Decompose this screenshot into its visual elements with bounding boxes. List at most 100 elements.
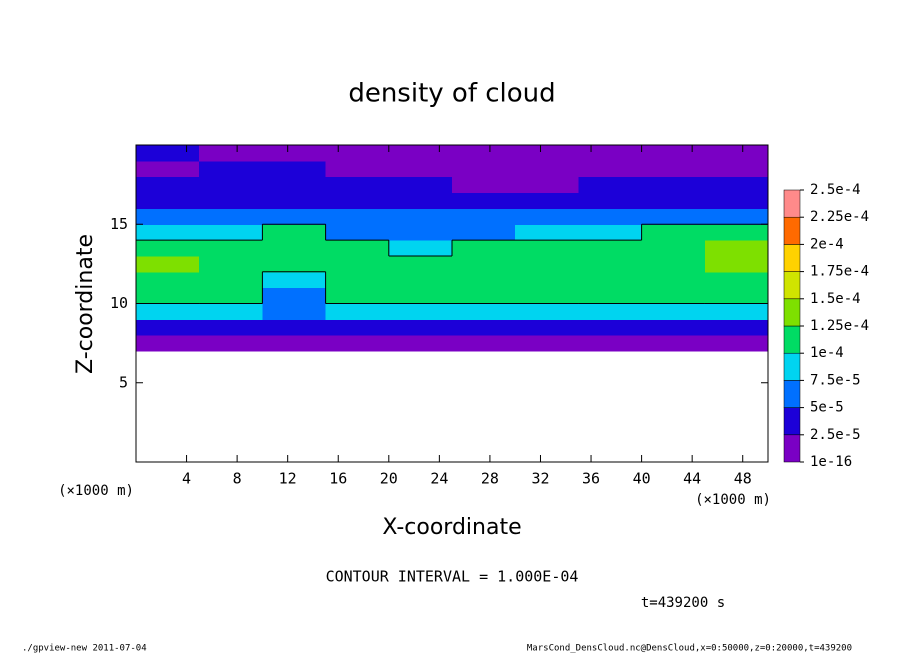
colorbar-label: 1.25e-4 — [810, 318, 869, 334]
heat-cell — [262, 271, 327, 289]
footer-left: ./gpview-new 2011-07-04 — [22, 644, 147, 654]
colorbar-label: 2e-4 — [810, 236, 844, 252]
heat-cell — [452, 303, 516, 320]
x-tick-label: 36 — [582, 470, 600, 488]
heat-cell — [325, 192, 390, 209]
heat-cell — [136, 271, 200, 289]
heat-cell — [641, 160, 706, 178]
heat-cell — [262, 335, 327, 352]
heat-cell — [262, 255, 327, 273]
heat-cell — [578, 271, 643, 289]
heat-cell — [199, 145, 263, 162]
heat-cell — [578, 192, 643, 209]
x-tick-label: 24 — [430, 470, 448, 488]
heat-cell — [388, 145, 453, 162]
heat-cell — [325, 145, 390, 162]
heat-cell — [704, 192, 769, 209]
heat-cell — [641, 335, 706, 352]
heat-cell — [136, 319, 200, 336]
heat-cell — [136, 287, 200, 304]
colorbar-band — [783, 352, 801, 381]
colorbar-band — [783, 189, 801, 218]
heat-cell — [199, 271, 263, 289]
heat-cell — [515, 192, 579, 209]
heat-cell — [262, 287, 327, 304]
x-tick-label: 40 — [633, 470, 651, 488]
colorbar-band — [783, 271, 801, 300]
heat-cell — [325, 335, 390, 352]
x-unit-right: (×1000 m) — [695, 492, 771, 508]
heat-cell — [325, 240, 390, 257]
colorbar-label: 1e-16 — [810, 454, 852, 470]
heat-cell — [199, 319, 263, 336]
heat-cell — [578, 145, 643, 162]
heat-cell — [388, 160, 453, 178]
x-tick-label: 44 — [683, 470, 701, 488]
heat-cell — [641, 271, 706, 289]
heat-cell — [515, 271, 579, 289]
heat-cell — [325, 255, 390, 273]
heat-cell — [388, 208, 453, 225]
y-axis-label: Z-coordinate — [73, 234, 98, 374]
x-tick-label: 48 — [734, 470, 752, 488]
heat-cell — [641, 240, 706, 257]
heat-cell — [452, 271, 516, 289]
heat-cell — [641, 176, 706, 194]
heat-cell — [578, 255, 643, 273]
heat-cell — [136, 240, 200, 257]
heat-cell — [136, 208, 200, 225]
heat-cell — [515, 240, 579, 257]
heat-cell — [515, 287, 579, 304]
heat-cell — [578, 208, 643, 225]
heat-cell — [199, 287, 263, 304]
colorbar-band — [783, 216, 801, 245]
heat-cell — [515, 335, 579, 352]
heat-cell — [136, 224, 200, 241]
heat-cell — [515, 145, 579, 162]
heat-cell — [199, 303, 263, 320]
y-tick-label: 10 — [110, 294, 128, 312]
heat-cell — [578, 303, 643, 320]
x-tick-label: 28 — [481, 470, 499, 488]
heat-cell — [325, 224, 390, 241]
colorbar-band — [783, 407, 801, 436]
colorbar-label: 2.5e-5 — [810, 427, 861, 443]
x-unit-left: (×1000 m) — [58, 483, 134, 499]
heat-cell — [704, 240, 769, 257]
heat-cell — [515, 255, 579, 273]
x-tick-label: 12 — [279, 470, 297, 488]
heat-cell — [136, 176, 200, 194]
heat-cell — [388, 255, 453, 273]
heat-cell — [136, 160, 200, 178]
x-tick-label: 8 — [233, 470, 242, 488]
heat-cell — [136, 145, 200, 162]
heat-cell — [262, 145, 327, 162]
heat-cell — [199, 160, 263, 178]
heat-cell — [704, 271, 769, 289]
heat-cell — [515, 224, 579, 241]
heat-cell — [388, 287, 453, 304]
heat-cell — [704, 335, 769, 352]
heat-cell — [325, 208, 390, 225]
colorbar-band — [783, 298, 801, 327]
heat-cell — [452, 160, 516, 178]
heat-cell — [325, 271, 390, 289]
heat-cell — [136, 192, 200, 209]
heat-cell — [199, 240, 263, 257]
x-tick-label: 32 — [531, 470, 549, 488]
heat-cell — [388, 192, 453, 209]
heat-cell — [704, 319, 769, 336]
heat-cell — [136, 255, 200, 273]
heat-cell — [262, 192, 327, 209]
heat-cell — [452, 224, 516, 241]
x-tick-label: 16 — [329, 470, 347, 488]
heat-cell — [262, 176, 327, 194]
x-axis-label: X-coordinate — [382, 515, 521, 540]
heat-cell — [199, 335, 263, 352]
heat-cell — [452, 176, 516, 194]
heat-cell — [452, 319, 516, 336]
heat-cell — [704, 255, 769, 273]
heat-cell — [199, 176, 263, 194]
heat-cell — [641, 145, 706, 162]
